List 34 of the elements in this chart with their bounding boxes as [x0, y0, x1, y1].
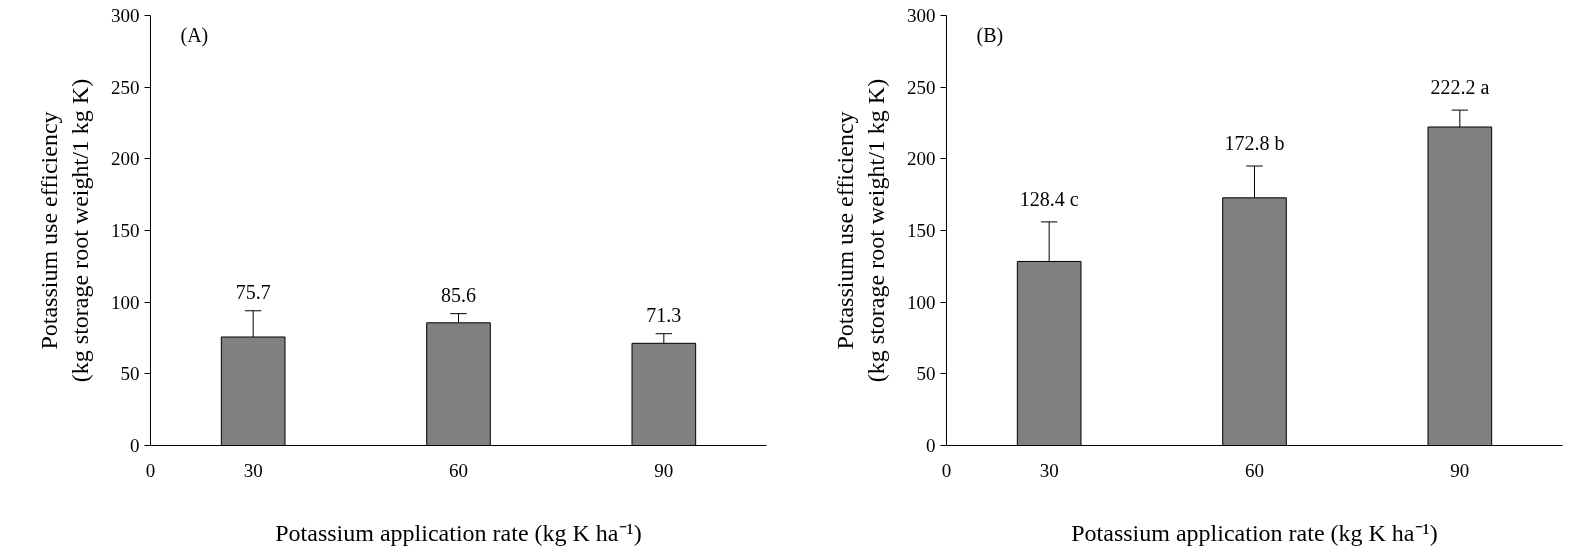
data-label: 71.3 — [646, 303, 682, 326]
y-tick-label: 150 — [907, 220, 936, 241]
x-tick-label: 30 — [1039, 459, 1059, 481]
y-axis-title: Potassium use efficiency (kg storage root weight/1 kg K) — [831, 78, 889, 383]
text: 0 — [145, 459, 156, 481]
data-label: 85.6 — [441, 283, 476, 306]
y-tick-label: 250 — [907, 76, 936, 98]
x-axis-title: Potassium application rate (kg K ha⁻¹) — [1071, 519, 1438, 546]
y-tick-label: 100 — [111, 291, 140, 313]
y-tick-label: 300 — [111, 5, 140, 26]
annotation: (A) — [180, 23, 209, 47]
y-tick-label: 200 — [907, 148, 936, 170]
data-label: 222.2 a — [1430, 76, 1490, 99]
x-tick-label: 90 — [654, 459, 674, 481]
annotation: (B) — [976, 23, 1004, 47]
y-tick-label: 200 — [111, 148, 140, 170]
text: 0 — [941, 459, 952, 481]
y-tick-label: 50 — [916, 363, 936, 385]
y-tick-label: 0 — [926, 435, 936, 456]
y-tick-label: 300 — [907, 5, 936, 26]
x-tick-label: 90 — [1450, 459, 1470, 481]
y-tick-label: 100 — [907, 291, 936, 313]
data-label: 128.4 c — [1019, 187, 1079, 210]
x-tick-label: 60 — [1245, 459, 1264, 481]
x-tick-label: 30 — [243, 459, 263, 481]
x-axis-title: Potassium application rate (kg K ha⁻¹) — [275, 519, 642, 546]
y-axis-title: Potassium use efficiency (kg storage root weight/1 kg K) — [35, 78, 93, 383]
y-tick-label: 250 — [111, 76, 140, 98]
x-tick-label: 60 — [449, 459, 468, 481]
data-label: 172.8 b — [1224, 132, 1285, 154]
y-tick-label: 50 — [120, 363, 140, 385]
y-tick-label: 150 — [111, 220, 140, 241]
data-label: 75.7 — [235, 280, 271, 303]
y-tick-label: 0 — [130, 435, 140, 456]
